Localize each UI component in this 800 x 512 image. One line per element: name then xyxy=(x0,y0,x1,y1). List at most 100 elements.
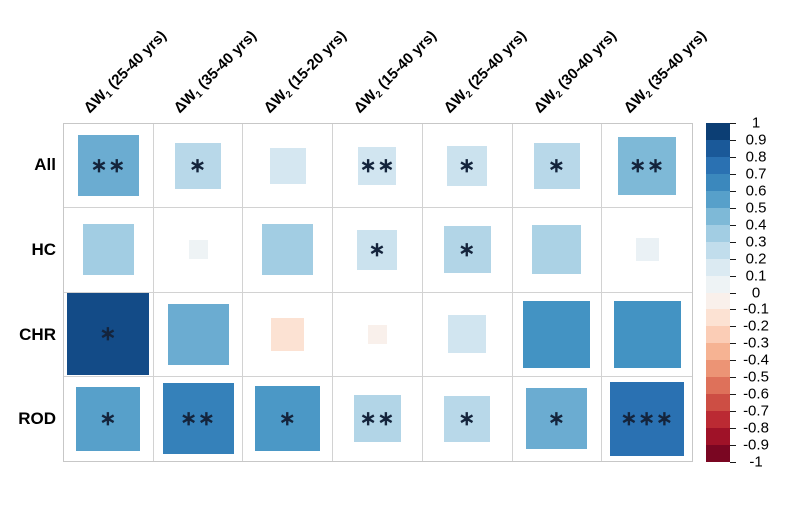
legend-tick xyxy=(730,462,736,463)
legend-tick-label: 0.3 xyxy=(745,233,767,251)
legend-tick-label: -0.1 xyxy=(743,300,769,318)
legend-segment xyxy=(706,428,730,446)
legend-segment xyxy=(706,156,730,175)
column-label: ΔW2 (15-20 yrs) xyxy=(260,27,350,117)
correlation-square: ∗∗ xyxy=(358,146,397,185)
correlation-square: ∗ xyxy=(67,293,150,376)
significance-stars: ∗∗ xyxy=(629,154,665,177)
column-label: ΔW2 (25-40 yrs) xyxy=(440,27,530,117)
significance-stars: ∗∗ xyxy=(359,154,396,177)
legend-colorbar xyxy=(706,123,730,463)
matrix-cell: ∗ xyxy=(153,124,244,209)
significance-stars: ∗∗ xyxy=(359,407,396,430)
legend-tick xyxy=(730,360,736,362)
matrix-cell: ∗ xyxy=(512,124,603,209)
column-label: ΔW2 (30-40 yrs) xyxy=(530,27,620,117)
significance-stars: ∗ xyxy=(458,238,477,261)
legend-tick-label: -0.8 xyxy=(743,419,769,437)
correlation-square: ∗ xyxy=(447,145,488,186)
matrix-cell: ∗∗ xyxy=(153,376,244,461)
row-label: All xyxy=(34,155,56,174)
significance-stars: ∗ xyxy=(189,154,207,177)
correlation-square: ∗ xyxy=(444,395,491,442)
row-label: HC xyxy=(31,239,56,259)
legend-segment xyxy=(706,139,730,158)
column-label: ΔW1 (35-40 yrs) xyxy=(170,27,260,117)
legend-tick-label: 0.7 xyxy=(745,165,767,183)
legend-segment xyxy=(706,377,730,395)
legend-segment xyxy=(706,445,730,463)
heatmap-grid: ∗∗ ∗ ∗∗ ∗ ∗ ∗∗ ∗ ∗ ∗ ∗ ∗∗ ∗ ∗∗ ∗ ∗ ∗∗∗ xyxy=(63,123,693,462)
correlation-square xyxy=(523,300,591,368)
matrix-cell xyxy=(512,208,603,293)
legend-tick xyxy=(730,377,736,379)
significance-stars: ∗ xyxy=(99,323,118,346)
legend-tick xyxy=(730,190,736,192)
legend-tick-label: -0.2 xyxy=(743,317,769,335)
legend-tick-label: 0.2 xyxy=(745,250,767,268)
legend-segment xyxy=(706,411,730,429)
legend-tick-label: -0.7 xyxy=(743,402,769,420)
row-label: ROD xyxy=(18,409,56,429)
legend-tick xyxy=(730,326,736,328)
legend-tick xyxy=(730,275,736,277)
matrix-cell: ∗ xyxy=(64,376,154,461)
matrix-cell xyxy=(243,208,334,293)
matrix-cell: ∗ xyxy=(422,376,513,461)
matrix-cell xyxy=(243,124,334,209)
matrix-cell xyxy=(602,292,692,377)
significance-stars: ∗ xyxy=(548,154,566,177)
correlation-square xyxy=(271,317,305,351)
legend-tick-label: -0.6 xyxy=(743,385,769,403)
legend-tick-label: 1 xyxy=(751,114,761,132)
matrix-cell xyxy=(602,208,692,293)
legend-tick xyxy=(730,428,736,430)
legend: 1 0.9 0.8 0.7 0.6 0.5 0.4 0.3 0.2 0.1 0 -0.1 -0.2 -0.… xyxy=(706,115,796,471)
matrix-cell: ∗ xyxy=(243,376,334,461)
correlation-square: ∗∗ xyxy=(77,135,139,197)
legend-tick xyxy=(730,394,736,396)
legend-tick-label: -0.4 xyxy=(743,351,769,369)
legend-tick-label: 0.1 xyxy=(745,267,767,285)
legend-segment xyxy=(706,224,730,243)
significance-stars: ∗ xyxy=(368,238,387,261)
legend-segment xyxy=(706,394,730,412)
legend-tick-label: -0.5 xyxy=(743,368,769,386)
significance-stars: ∗ xyxy=(548,407,566,430)
significance-stars: ∗ xyxy=(99,407,118,430)
legend-segment xyxy=(706,241,730,260)
legend-tick xyxy=(730,241,736,243)
correlation-square: ∗∗ xyxy=(162,383,234,455)
legend-tick xyxy=(730,343,736,345)
legend-tick xyxy=(730,156,736,158)
legend-tick-label: 0 xyxy=(751,284,761,301)
matrix-cell: ∗∗ xyxy=(602,124,692,209)
row-label: CHR xyxy=(19,324,56,344)
correlation-square xyxy=(367,324,387,344)
correlation-square: ∗ xyxy=(533,142,580,189)
correlation-square: ∗ xyxy=(443,226,491,274)
correlation-square xyxy=(167,303,229,365)
legend-tick-label: 0.9 xyxy=(745,131,767,149)
matrix-cell: ∗ xyxy=(422,124,513,209)
legend-segment xyxy=(706,173,730,192)
legend-segment xyxy=(706,360,730,378)
legend-tick xyxy=(730,258,736,260)
significance-stars: ∗∗ xyxy=(180,407,216,430)
matrix-cell: ∗∗∗ xyxy=(602,376,692,461)
legend-segment xyxy=(706,190,730,209)
legend-tick-label: -1 xyxy=(749,453,763,471)
significance-stars: ∗ xyxy=(278,407,297,430)
correlation-square: ∗ xyxy=(76,386,141,451)
legend-tick-label: 0.6 xyxy=(745,182,767,200)
matrix-cell: ∗ xyxy=(64,292,154,377)
matrix-cell: ∗∗ xyxy=(64,124,154,209)
correlation-square: ∗ xyxy=(175,142,222,189)
legend-tick xyxy=(730,139,736,141)
correlation-square: ∗ xyxy=(526,388,588,450)
correlation-square xyxy=(262,224,314,276)
matrix-cell xyxy=(64,208,154,293)
matrix-cell xyxy=(422,292,513,377)
legend-tick xyxy=(730,292,736,294)
legend-tick-label: 0.8 xyxy=(745,148,767,166)
